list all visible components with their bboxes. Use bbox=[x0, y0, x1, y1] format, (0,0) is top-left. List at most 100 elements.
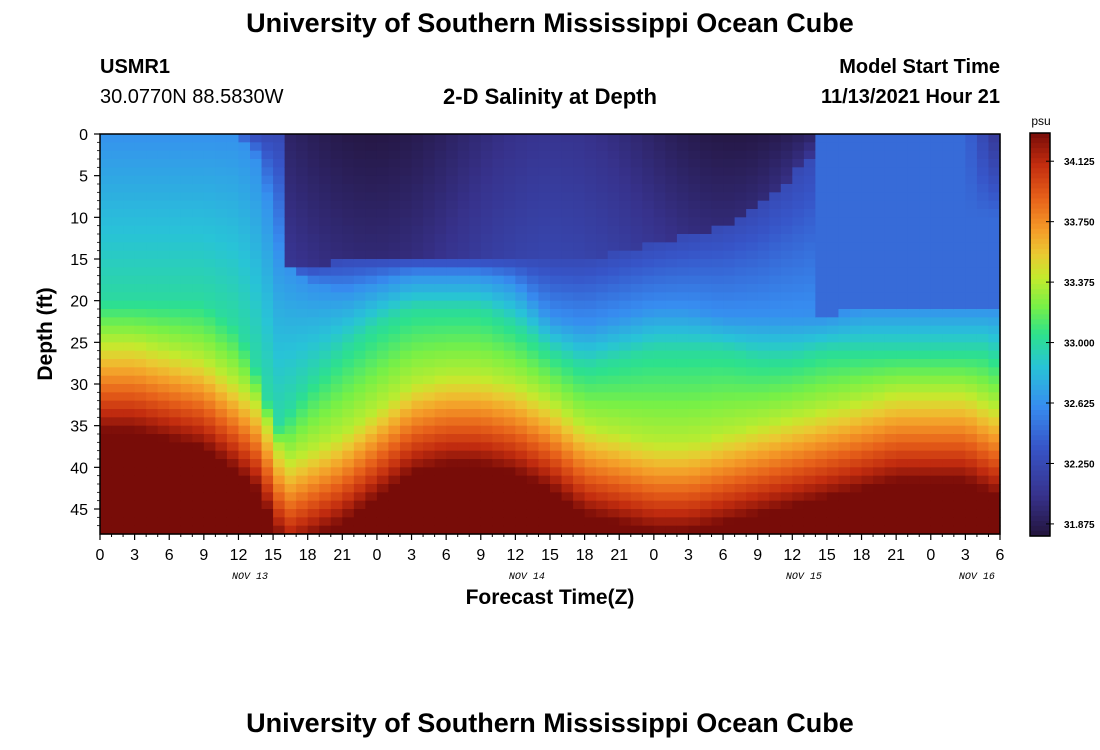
heatmap-cell bbox=[434, 284, 447, 293]
heatmap-cell bbox=[561, 459, 574, 468]
heatmap-cell bbox=[526, 300, 540, 310]
heatmap-cell bbox=[238, 375, 251, 385]
heatmap-cell bbox=[919, 367, 932, 377]
heatmap-cell bbox=[803, 359, 816, 368]
heatmap-cell bbox=[261, 225, 274, 235]
heatmap-cell bbox=[711, 217, 724, 227]
heatmap-cell bbox=[480, 459, 493, 468]
heatmap-cell bbox=[723, 417, 736, 427]
heatmap-cell bbox=[330, 434, 343, 443]
heatmap-cell bbox=[515, 234, 528, 243]
colorbar-segment bbox=[1030, 450, 1050, 456]
heatmap-cell bbox=[215, 150, 228, 160]
heatmap-cell bbox=[803, 192, 816, 202]
heatmap-cell bbox=[307, 142, 320, 152]
heatmap-cell bbox=[457, 309, 470, 318]
heatmap-cell bbox=[850, 467, 863, 477]
heatmap-cell bbox=[123, 425, 136, 435]
heatmap-cell bbox=[642, 242, 655, 252]
heatmap-cell bbox=[400, 409, 413, 418]
heatmap-cell bbox=[942, 484, 955, 493]
heatmap-cell bbox=[388, 209, 401, 218]
heatmap-cell bbox=[688, 184, 701, 193]
heatmap-cell bbox=[711, 300, 724, 310]
heatmap-cell bbox=[226, 325, 240, 335]
heatmap-cell bbox=[492, 342, 505, 352]
heatmap-cell bbox=[203, 325, 216, 335]
heatmap-cell bbox=[884, 184, 897, 193]
heatmap-cell bbox=[630, 200, 643, 210]
heatmap-cell bbox=[803, 525, 816, 535]
heatmap-cell bbox=[157, 317, 170, 327]
heatmap-cell bbox=[688, 525, 701, 535]
heatmap-cell bbox=[596, 250, 609, 260]
heatmap-cell bbox=[203, 484, 216, 493]
heatmap-cell bbox=[226, 359, 240, 368]
heatmap-cell bbox=[723, 184, 736, 193]
heatmap-cell bbox=[838, 500, 851, 510]
heatmap-cell bbox=[688, 242, 701, 252]
heatmap-cell bbox=[526, 450, 540, 460]
heatmap-cell bbox=[446, 184, 459, 193]
heatmap-cell bbox=[907, 425, 920, 435]
heatmap-cell bbox=[596, 159, 609, 168]
x-tick-label: 12 bbox=[783, 547, 801, 564]
heatmap-cell bbox=[123, 259, 136, 268]
heatmap-cell bbox=[296, 467, 309, 477]
heatmap-cell bbox=[203, 250, 216, 260]
heatmap-cell bbox=[988, 175, 1001, 185]
y-tick-label: 20 bbox=[70, 294, 88, 311]
heatmap-cell bbox=[388, 184, 401, 193]
heatmap-cell bbox=[457, 425, 470, 435]
heatmap-cell bbox=[711, 309, 724, 318]
heatmap-cell bbox=[353, 175, 366, 185]
heatmap-cell bbox=[411, 525, 424, 535]
heatmap-cell bbox=[815, 342, 828, 352]
heatmap-cell bbox=[573, 392, 586, 402]
heatmap-cell bbox=[700, 250, 713, 260]
heatmap-cell bbox=[100, 134, 113, 143]
heatmap-cell bbox=[861, 375, 874, 385]
heatmap-cell bbox=[630, 442, 643, 452]
heatmap-cell bbox=[573, 267, 586, 277]
heatmap-cell bbox=[792, 509, 805, 518]
heatmap-cell bbox=[353, 134, 366, 143]
heatmap-cell bbox=[376, 292, 390, 302]
heatmap-cell bbox=[976, 242, 990, 252]
heatmap-cell bbox=[711, 525, 724, 535]
heatmap-cell bbox=[123, 225, 136, 235]
heatmap-cell bbox=[134, 434, 147, 443]
heatmap-cell bbox=[642, 509, 655, 518]
heatmap-cell bbox=[711, 150, 724, 160]
heatmap-cell bbox=[619, 159, 632, 168]
heatmap-cell bbox=[250, 300, 263, 310]
heatmap-cell bbox=[630, 292, 643, 302]
heatmap-cell bbox=[746, 525, 759, 535]
heatmap-cell bbox=[157, 184, 170, 193]
heatmap-cell bbox=[457, 159, 470, 168]
heatmap-cell bbox=[307, 150, 320, 160]
colorbar-segment bbox=[1030, 435, 1050, 441]
heatmap-cell bbox=[642, 367, 655, 377]
heatmap-cell bbox=[550, 167, 563, 177]
heatmap-cell bbox=[919, 450, 932, 460]
heatmap-cell bbox=[792, 175, 805, 185]
heatmap-cell bbox=[250, 317, 263, 327]
heatmap-cell bbox=[930, 392, 943, 402]
heatmap-cell bbox=[711, 392, 724, 402]
heatmap-cell bbox=[284, 375, 297, 385]
heatmap-cell bbox=[596, 184, 609, 193]
heatmap-cell bbox=[596, 417, 609, 427]
heatmap-cell bbox=[515, 425, 528, 435]
heatmap-cell bbox=[169, 359, 182, 368]
heatmap-cell bbox=[815, 192, 828, 202]
heatmap-cell bbox=[307, 234, 320, 243]
heatmap-cell bbox=[330, 500, 343, 510]
heatmap-cell bbox=[596, 375, 609, 385]
heatmap-cell bbox=[826, 442, 840, 452]
heatmap-cell bbox=[215, 434, 228, 443]
x-tick-label: 21 bbox=[610, 547, 628, 564]
heatmap-cell bbox=[976, 225, 990, 235]
heatmap-cell bbox=[896, 159, 909, 168]
heatmap-cell bbox=[134, 259, 147, 268]
